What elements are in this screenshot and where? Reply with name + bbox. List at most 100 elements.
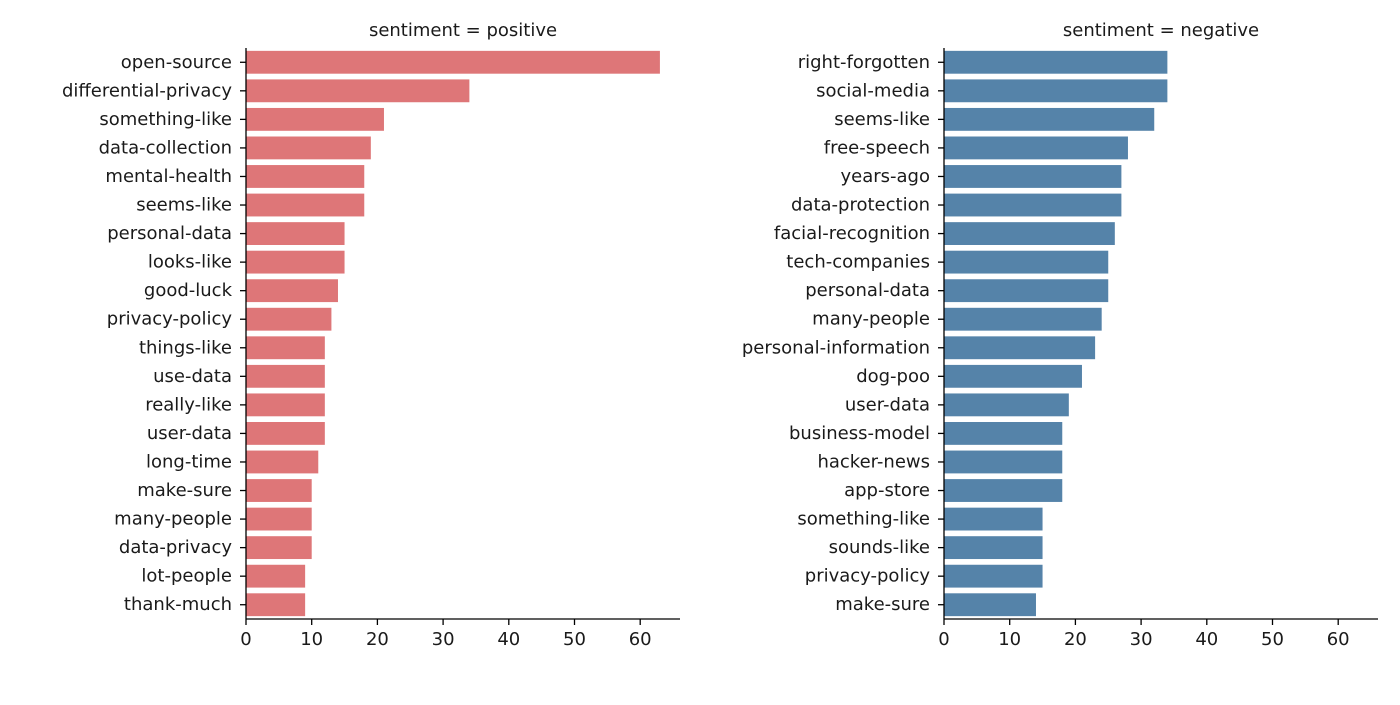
- category-label: hacker-news: [817, 451, 930, 472]
- category-label: user-data: [147, 423, 232, 444]
- bar: [944, 422, 1063, 445]
- bar: [246, 222, 345, 245]
- chart-panel-positive: sentiment = positive open-source different…: [62, 20, 680, 650]
- category-label: free-speech: [824, 137, 930, 158]
- category-label: differential-privacy: [62, 80, 232, 101]
- bar: [246, 107, 384, 131]
- x-tick-label: 40: [497, 629, 520, 650]
- category-label: data-protection: [791, 195, 930, 216]
- bar: [246, 422, 325, 445]
- bar: [246, 193, 365, 217]
- bar: [246, 364, 325, 388]
- category-label: many-people: [812, 309, 930, 330]
- bar: [246, 507, 312, 531]
- category-label: privacy-policy: [805, 566, 931, 587]
- category-label: app-store: [844, 480, 930, 501]
- bar: [246, 250, 345, 274]
- chart-panel-negative: sentiment = negative right-forgotten socia…: [742, 20, 1378, 650]
- bar: [944, 564, 1043, 588]
- bar: [246, 136, 371, 160]
- bar: [246, 307, 332, 331]
- category-label: personal-data: [805, 280, 930, 301]
- panel-title: sentiment = negative: [1063, 20, 1259, 41]
- category-label: make-sure: [835, 594, 930, 615]
- panel-title: sentiment = positive: [369, 20, 557, 41]
- category-label: personal-information: [742, 337, 930, 358]
- category-label: lot-people: [141, 566, 232, 587]
- category-label: things-like: [139, 337, 232, 358]
- x-tick-label: 60: [1327, 629, 1350, 650]
- bar: [246, 279, 338, 303]
- x-tick-label: 10: [998, 629, 1021, 650]
- bar: [944, 222, 1115, 245]
- category-label: dog-poo: [856, 366, 930, 387]
- category-label: use-data: [153, 366, 232, 387]
- category-label: social-media: [816, 80, 930, 101]
- bar: [944, 165, 1122, 188]
- category-label: personal-data: [107, 223, 232, 244]
- bar: [246, 393, 325, 417]
- category-label: data-privacy: [119, 537, 232, 558]
- category-label: thank-much: [124, 594, 232, 615]
- category-label: make-sure: [137, 480, 232, 501]
- bar: [944, 193, 1122, 217]
- x-tick-label: 50: [563, 629, 586, 650]
- category-label: long-time: [146, 451, 232, 472]
- category-label: many-people: [114, 509, 232, 530]
- bar: [944, 593, 1036, 617]
- category-label: years-ago: [841, 166, 931, 187]
- bar: [944, 507, 1043, 531]
- category-label: data-collection: [99, 137, 232, 158]
- bar: [246, 564, 306, 588]
- bar: [246, 50, 660, 74]
- x-tick-label: 10: [300, 629, 323, 650]
- bar: [246, 336, 325, 360]
- bar: [944, 364, 1082, 388]
- category-label: sounds-like: [829, 537, 930, 558]
- x-tick-label: 60: [629, 629, 652, 650]
- x-tick-label: 20: [366, 629, 389, 650]
- bar: [944, 279, 1109, 303]
- category-label: seems-like: [834, 109, 930, 130]
- bar: [944, 450, 1063, 474]
- bar: [246, 79, 470, 103]
- x-tick-label: 0: [240, 629, 251, 650]
- x-tick-label: 20: [1064, 629, 1087, 650]
- bar: [944, 536, 1043, 560]
- category-label: something-like: [99, 109, 232, 130]
- bar: [246, 479, 312, 502]
- category-label: mental-health: [105, 166, 232, 187]
- x-tick-label: 40: [1195, 629, 1218, 650]
- bar: [246, 450, 319, 474]
- bar: [944, 336, 1096, 360]
- x-tick-label: 0: [938, 629, 949, 650]
- bar: [944, 307, 1102, 331]
- category-label: really-like: [145, 394, 232, 415]
- bar: [944, 393, 1069, 417]
- category-label: privacy-policy: [107, 309, 233, 330]
- bar: [944, 50, 1168, 74]
- category-label: open-source: [121, 52, 232, 73]
- category-label: seems-like: [136, 195, 232, 216]
- bar: [246, 536, 312, 560]
- x-tick-label: 30: [432, 629, 455, 650]
- bar: [944, 107, 1155, 131]
- category-label: tech-companies: [786, 252, 930, 273]
- category-label: facial-recognition: [774, 223, 930, 244]
- bar: [944, 479, 1063, 502]
- bar: [944, 79, 1168, 103]
- x-tick-label: 30: [1130, 629, 1153, 650]
- category-label: user-data: [845, 394, 930, 415]
- category-label: good-luck: [144, 280, 233, 301]
- category-label: business-model: [789, 423, 930, 444]
- bar: [246, 593, 306, 617]
- category-label: looks-like: [148, 252, 232, 273]
- category-label: something-like: [797, 509, 930, 530]
- bar: [944, 136, 1128, 160]
- bar: [944, 250, 1109, 274]
- category-label: right-forgotten: [798, 52, 930, 73]
- x-tick-label: 50: [1261, 629, 1284, 650]
- bar: [246, 165, 365, 188]
